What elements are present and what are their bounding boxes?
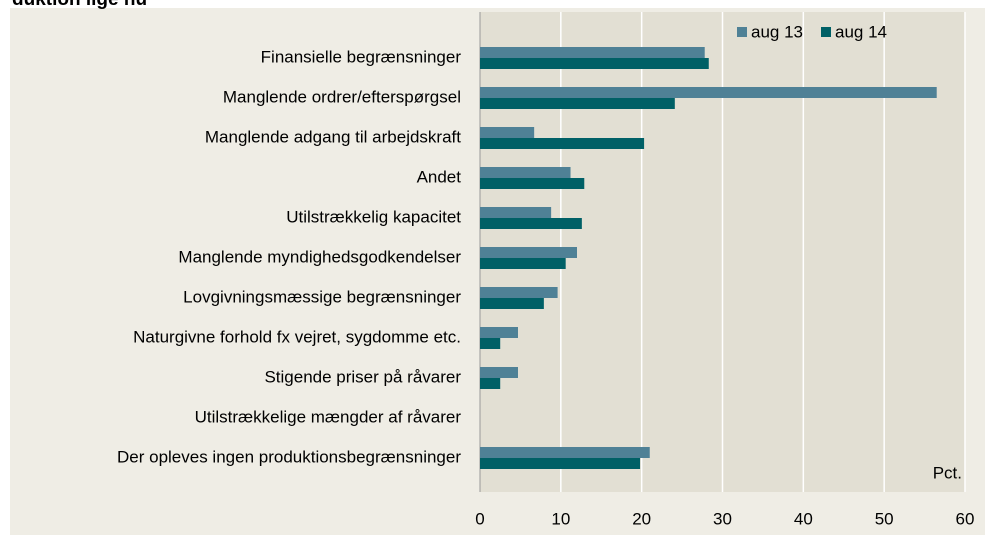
bar [480, 138, 645, 149]
x-tick-label: 20 [632, 509, 651, 528]
bar [480, 207, 552, 218]
y-tick-label: Manglende adgang til arbejdskraft [205, 127, 461, 146]
x-tick-label: 60 [956, 509, 975, 528]
x-tick-label: 0 [475, 509, 484, 528]
bar [480, 378, 501, 389]
y-tick-label: Manglende ordrer/efterspørgsel [223, 87, 461, 106]
bar [480, 327, 518, 338]
bar [480, 167, 571, 178]
bar [480, 258, 566, 269]
x-tick-label: 40 [794, 509, 813, 528]
legend-label: aug 13 [751, 22, 803, 41]
legend-label: aug 14 [835, 22, 887, 41]
bar [480, 218, 582, 229]
bar [480, 87, 937, 98]
bar [480, 447, 650, 458]
legend-swatch [821, 27, 831, 37]
x-tick-label: 10 [551, 509, 570, 528]
bar [480, 98, 675, 109]
bar [480, 247, 577, 258]
y-tick-label: Der opleves ingen produktionsbegrænsning… [117, 447, 461, 466]
annotation: Pct. [933, 463, 962, 482]
y-tick-label: Manglende myndighedsgodkendelser [178, 247, 461, 266]
x-tick-label: 30 [713, 509, 732, 528]
legend-swatch [737, 27, 747, 37]
x-tick-label: 50 [875, 509, 894, 528]
bar [480, 127, 535, 138]
bar [480, 367, 518, 378]
bar [480, 47, 705, 58]
y-tick-label: Stigende priser på råvarer [264, 367, 461, 386]
bar [480, 178, 585, 189]
y-tick-label: Utilstrækkelig kapacitet [286, 207, 461, 226]
chart-title: duktion lige nu [12, 0, 147, 10]
bar [480, 338, 501, 349]
y-tick-label: Lovgivningsmæssige begrænsninger [183, 287, 461, 306]
bar [480, 458, 641, 469]
bar [480, 58, 709, 69]
y-tick-label: Finansielle begrænsninger [261, 47, 462, 66]
y-tick-label: Utilstrækkelige mængder af råvarer [195, 407, 462, 426]
bar [480, 287, 558, 298]
bar [480, 298, 544, 309]
y-tick-label: Naturgivne forhold fx vejret, sygdomme e… [133, 327, 461, 346]
y-tick-label: Andet [417, 167, 462, 186]
